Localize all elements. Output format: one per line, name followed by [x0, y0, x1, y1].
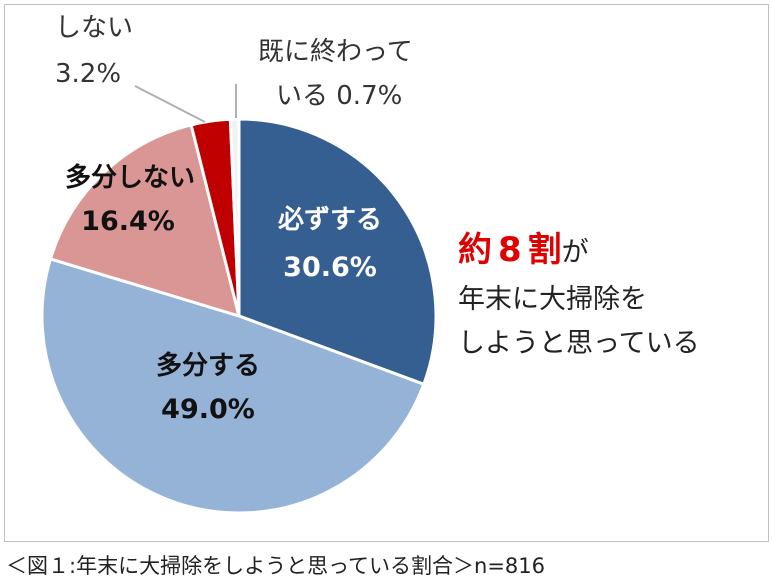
label-maybe-value: 49.0% — [161, 394, 255, 425]
slice-done — [228, 117, 241, 317]
callout-prefix: 約 — [458, 230, 492, 270]
callout-number: 8 — [498, 230, 522, 270]
slice-must — [237, 117, 438, 387]
label-must-name: 必ずする — [278, 205, 382, 235]
callout-line3: しようと思っている — [458, 328, 700, 359]
callout-line2: 年末に大掃除を — [458, 284, 647, 315]
leader-line-not — [134, 85, 206, 123]
label-must-value: 30.6% — [283, 252, 377, 283]
pie-chart: 必ずする 30.6% 多分する 49.0% 多分しない 16.4% しない 3.… — [40, 13, 438, 515]
summary-callout: 約 8 割が 年末に大掃除を しようと思っている — [458, 226, 700, 364]
label-done-line1: 既に終わって — [258, 37, 413, 67]
label-not-name: しない — [55, 13, 133, 43]
label-maybe-not-name: 多分しない — [65, 163, 195, 193]
callout-suffix: 割 — [527, 230, 562, 270]
label-maybe-not-value: 16.4% — [81, 206, 175, 237]
callout-particle: が — [561, 237, 589, 268]
label-maybe-name: 多分する — [156, 351, 260, 381]
label-not-value: 3.2% — [55, 59, 121, 89]
slice-maybe — [40, 257, 426, 515]
figure-caption: ＜図１:年末に大掃除をしようと思っている割合＞n=816 — [6, 554, 546, 578]
label-done-line2: いる 0.7% — [276, 81, 402, 111]
slice-maybe-not — [48, 123, 242, 319]
